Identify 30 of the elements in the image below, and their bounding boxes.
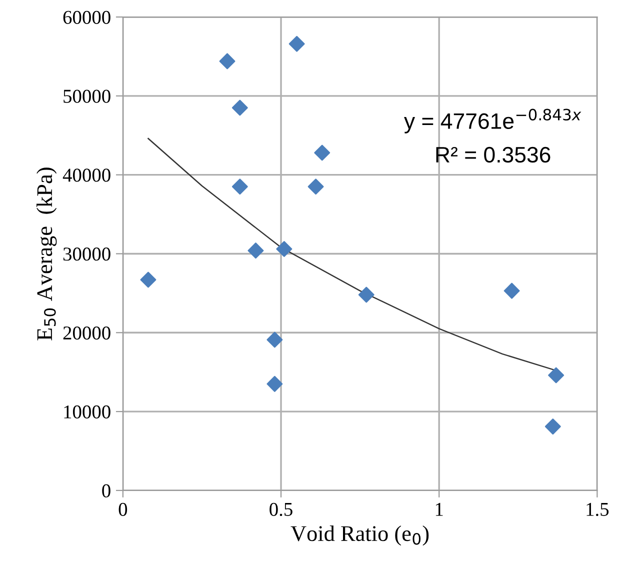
point xyxy=(266,332,283,348)
point xyxy=(358,286,374,303)
point xyxy=(140,272,156,288)
y-axis-title: E$_{50}$ Average (kPa) xyxy=(36,168,57,340)
point xyxy=(276,241,292,257)
y-tick-label: 10000 xyxy=(64,405,110,418)
y-tick-label: 20000 xyxy=(63,326,110,340)
point xyxy=(219,53,236,70)
point xyxy=(544,418,561,435)
x-tick-label: 1.5 xyxy=(586,502,609,516)
y-tick-label: 30000 xyxy=(63,248,110,261)
point xyxy=(504,282,520,299)
annotation: R² = 0.3536 xyxy=(436,146,550,163)
y-tick-label: 60000 xyxy=(63,10,110,24)
annotation: y = 47761e$^{−0.843x}$ xyxy=(404,108,582,134)
point xyxy=(248,242,264,259)
point xyxy=(288,36,305,52)
y-tick-label: 40000 xyxy=(62,168,110,182)
y-tick-label: 50000 xyxy=(64,90,110,103)
x-axis-title: Void Ratio (e$_{0}$) xyxy=(290,525,429,546)
point xyxy=(232,178,248,195)
point xyxy=(314,144,330,161)
point xyxy=(548,367,564,384)
x-tick-label: 1 xyxy=(436,502,443,516)
x-tick-label: 0 xyxy=(118,502,128,516)
y-tick-label: 0 xyxy=(102,484,110,498)
point xyxy=(266,376,283,392)
point xyxy=(308,178,324,195)
x-tick-label: 0.5 xyxy=(270,502,292,516)
point xyxy=(232,100,248,116)
